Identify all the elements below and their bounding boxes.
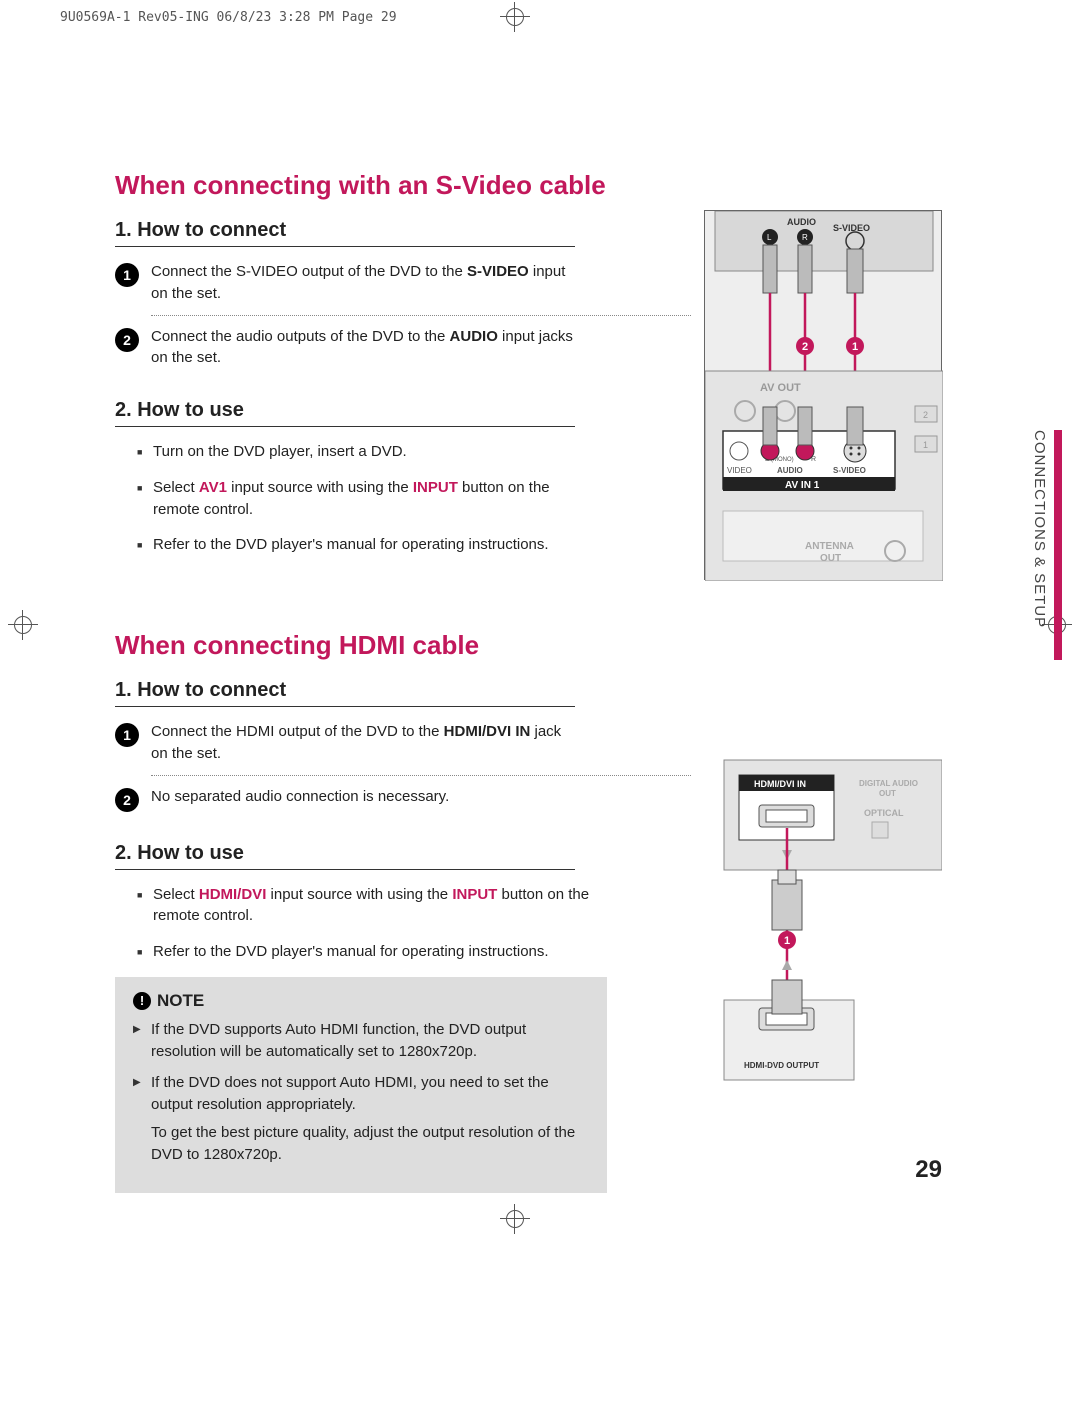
step-number-badge: 2 [115, 328, 139, 352]
side-accent-bar [1054, 430, 1062, 660]
connect-step: 1 Connect the S-VIDEO output of the DVD … [115, 261, 575, 305]
how-to-connect-heading: 1. How to connect [115, 219, 575, 247]
how-to-use-heading: 2. How to use [115, 399, 575, 427]
dotted-separator [151, 775, 691, 776]
svg-text:ANTENNA: ANTENNA [805, 541, 854, 552]
svg-text:AV IN 1: AV IN 1 [785, 480, 820, 491]
note-list: If the DVD supports Auto HDMI function, … [133, 1019, 589, 1166]
note-box: NOTE If the DVD supports Auto HDMI funct… [115, 977, 607, 1194]
print-header: 9U0569A-1 Rev05-ING 06/8/23 3:28 PM Page… [60, 10, 397, 25]
list-item: Select AV1 input source with using the I… [137, 477, 597, 521]
dotted-separator [151, 315, 691, 316]
how-to-connect-heading: 1. How to connect [115, 679, 575, 707]
svg-text:1: 1 [852, 341, 858, 353]
svg-text:OPTICAL: OPTICAL [864, 808, 904, 818]
svg-text:AV OUT: AV OUT [760, 382, 801, 394]
step-text: No separated audio connection is necessa… [151, 786, 449, 808]
note-item: If the DVD supports Auto HDMI function, … [133, 1019, 589, 1063]
svg-text:S-VIDEO: S-VIDEO [833, 466, 866, 475]
step-text: Connect the HDMI output of the DVD to th… [151, 721, 575, 765]
side-tab-label: CONNECTIONS & SETUP [1031, 430, 1048, 628]
svg-text:1: 1 [923, 440, 928, 450]
svg-text:S-VIDEO: S-VIDEO [833, 223, 870, 233]
svg-text:AUDIO: AUDIO [777, 466, 803, 475]
note-title: NOTE [133, 991, 589, 1011]
step-number-badge: 1 [115, 263, 139, 287]
svg-text:VIDEO: VIDEO [727, 466, 752, 475]
svg-text:R: R [802, 233, 808, 242]
crop-mark [500, 2, 530, 32]
svg-text:HDMI/DVI IN: HDMI/DVI IN [754, 779, 806, 789]
section-title-hdmi: When connecting HDMI cable [115, 630, 945, 661]
note-item: If the DVD does not support Auto HDMI, y… [133, 1072, 589, 1165]
svg-text:2: 2 [802, 341, 808, 353]
page-number: 29 [915, 1156, 942, 1184]
list-item: Refer to the DVD player's manual for ope… [137, 534, 597, 556]
svg-text:OUT: OUT [879, 789, 896, 798]
connect-step: 2 Connect the audio outputs of the DVD t… [115, 326, 575, 370]
svg-text:2: 2 [923, 410, 928, 420]
step-number-badge: 1 [115, 723, 139, 747]
step-text: Connect the S-VIDEO output of the DVD to… [151, 261, 575, 305]
svg-text:DIGITAL AUDIO: DIGITAL AUDIO [859, 779, 918, 788]
svg-text:L: L [767, 233, 772, 242]
svg-text:HDMI-DVD OUTPUT: HDMI-DVD OUTPUT [744, 1061, 819, 1070]
use-list: Select HDMI/DVI input source with using … [137, 884, 597, 963]
svg-text:1: 1 [784, 935, 790, 947]
use-list: Turn on the DVD player, insert a DVD. Se… [137, 441, 597, 556]
crop-mark [8, 610, 38, 640]
step-text: Connect the audio outputs of the DVD to … [151, 326, 575, 370]
connect-step: 2 No separated audio connection is neces… [115, 786, 575, 812]
svideo-connection-diagram: AUDIO L R S-VIDEO 2 1 AV OUT AV IN 1 VID… [704, 210, 942, 580]
crop-mark [500, 1204, 530, 1234]
list-item: Refer to the DVD player's manual for ope… [137, 941, 597, 963]
list-item: Select HDMI/DVI input source with using … [137, 884, 597, 928]
connect-step: 1 Connect the HDMI output of the DVD to … [115, 721, 575, 765]
how-to-use-heading: 2. How to use [115, 842, 575, 870]
step-number-badge: 2 [115, 788, 139, 812]
svg-text:AUDIO: AUDIO [787, 217, 816, 227]
section-title-svideo: When connecting with an S-Video cable [115, 170, 945, 201]
list-item: Turn on the DVD player, insert a DVD. [137, 441, 597, 463]
hdmi-connection-diagram: HDMI/DVI IN DIGITAL AUDIO OUT OPTICAL 1 … [704, 750, 942, 1090]
svg-text:OUT: OUT [820, 553, 841, 564]
